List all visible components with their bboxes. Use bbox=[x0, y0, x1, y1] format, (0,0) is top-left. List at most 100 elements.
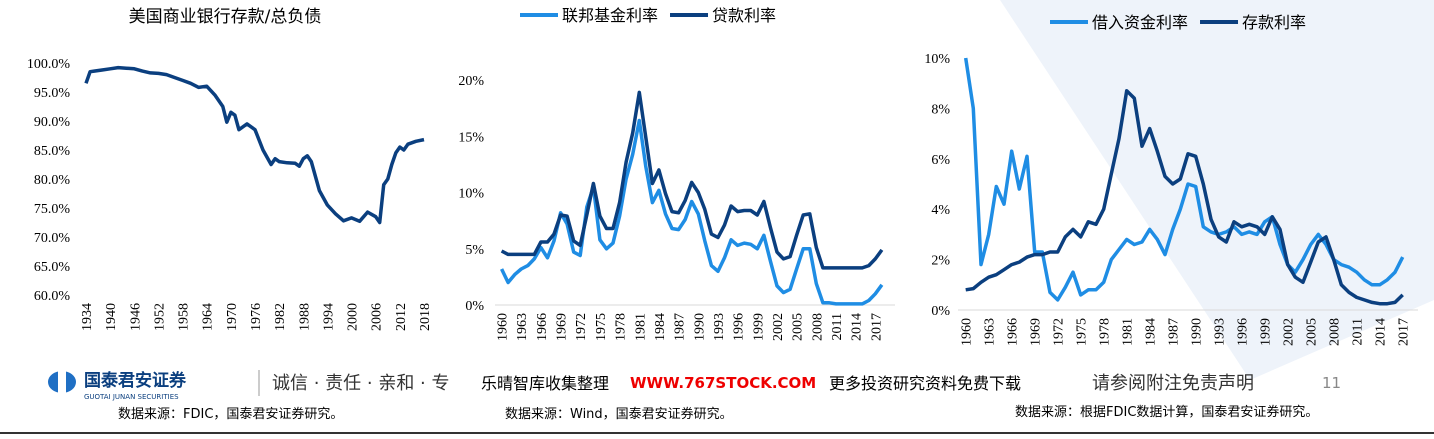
promo: 更多投资研究资料免费下载 bbox=[829, 374, 1021, 393]
y-tick-label: 8% bbox=[931, 102, 950, 117]
watermark-bg bbox=[478, 366, 1043, 398]
series-line bbox=[500, 118, 884, 306]
x-tick-label: 2017 bbox=[869, 313, 884, 341]
x-tick-label: 1969 bbox=[555, 313, 570, 341]
company-en: GUOTAI JUNAN SECURITIES bbox=[84, 393, 179, 401]
y-tick-label: 15% bbox=[458, 130, 484, 145]
x-tick-label: 1987 bbox=[673, 313, 688, 341]
x-tick-label: 1994 bbox=[321, 303, 336, 331]
x-tick-label: 1969 bbox=[1029, 318, 1044, 346]
x-tick-label: 1975 bbox=[594, 313, 609, 341]
x-tick-label: 1984 bbox=[1144, 318, 1159, 346]
bg-shape bbox=[1000, 0, 1434, 380]
x-tick-label: 2008 bbox=[810, 313, 825, 341]
x-tick-label: 1963 bbox=[515, 313, 530, 341]
series-line bbox=[500, 90, 884, 270]
source: 数据来源：FDIC，国泰君安证券研究。 bbox=[118, 406, 343, 422]
x-tick-label: 1972 bbox=[1052, 318, 1067, 346]
x-tick-label: 1960 bbox=[496, 313, 511, 341]
x-tick-label: 1966 bbox=[1006, 318, 1021, 346]
series-line bbox=[84, 65, 425, 225]
y-tick-label: 95.0% bbox=[34, 86, 71, 101]
x-tick-label: 2002 bbox=[771, 313, 786, 341]
y-tick-label: 4% bbox=[931, 203, 950, 218]
x-tick-label: 1966 bbox=[535, 313, 550, 341]
x-tick-label: 1934 bbox=[80, 303, 95, 331]
y-tick-label: 10% bbox=[458, 187, 484, 202]
x-tick-label: 1940 bbox=[104, 303, 119, 331]
source: 数据来源：Wind，国泰君安证券研究。 bbox=[505, 406, 733, 422]
y-tick-label: 85.0% bbox=[34, 144, 71, 159]
y-tick-label: 100.0% bbox=[27, 57, 71, 72]
x-tick-label: 2018 bbox=[418, 303, 433, 331]
y-tick-label: 75.0% bbox=[34, 202, 71, 217]
y-tick-label: 10% bbox=[924, 52, 950, 67]
x-tick-label: 2011 bbox=[830, 313, 845, 340]
x-tick-label: 1993 bbox=[712, 313, 727, 341]
y-tick-label: 2% bbox=[931, 254, 950, 269]
x-tick-label: 1978 bbox=[614, 313, 629, 341]
x-tick-label: 1996 bbox=[1236, 318, 1251, 346]
x-tick-label: 2000 bbox=[346, 303, 361, 331]
x-tick-label: 2011 bbox=[1351, 318, 1366, 345]
x-tick-label: 2005 bbox=[791, 313, 806, 341]
x-tick-label: 2012 bbox=[394, 303, 409, 331]
x-tick-label: 1981 bbox=[1121, 318, 1136, 346]
x-tick-label: 1988 bbox=[297, 303, 312, 331]
y-tick-label: 20% bbox=[458, 74, 484, 89]
x-tick-label: 1987 bbox=[1167, 318, 1182, 346]
x-tick-label: 1963 bbox=[983, 318, 998, 346]
logo-cut bbox=[58, 371, 66, 393]
source: 数据来源：根据FDIC数据计算，国泰君安证券研究。 bbox=[1015, 404, 1318, 420]
x-tick-label: 1964 bbox=[201, 303, 216, 331]
motto: 诚信 · 责任 · 亲和 · 专 bbox=[272, 373, 450, 394]
y-tick-label: 0% bbox=[931, 304, 950, 319]
x-tick-label: 2014 bbox=[850, 313, 865, 341]
company: 国泰君安证券 bbox=[84, 370, 187, 391]
y-tick-label: 80.0% bbox=[34, 173, 71, 188]
footer: 国泰君安证券 GUOTAI JUNAN SECURITIES 诚信 · 责任 ·… bbox=[0, 366, 1434, 434]
x-tick-label: 1958 bbox=[177, 303, 192, 331]
x-tick-label: 1996 bbox=[732, 313, 747, 341]
x-tick-label: 1976 bbox=[249, 303, 264, 331]
series-line bbox=[965, 89, 1404, 306]
x-tick-label: 1952 bbox=[152, 303, 167, 331]
x-tick-label: 1960 bbox=[960, 318, 975, 346]
x-tick-label: 1990 bbox=[692, 313, 707, 341]
url: WWW.767STOCK.COM bbox=[630, 374, 816, 392]
x-tick-label: 1993 bbox=[1213, 318, 1228, 346]
chart-title: 美国商业银行存款/总负债 bbox=[129, 7, 322, 27]
x-tick-label: 2008 bbox=[1328, 318, 1343, 346]
watermark: 乐晴智库收集整理 bbox=[481, 374, 609, 393]
x-tick-label: 2006 bbox=[370, 303, 385, 331]
x-tick-label: 1978 bbox=[1098, 318, 1113, 346]
y-tick-label: 65.0% bbox=[34, 260, 71, 275]
x-tick-label: 1946 bbox=[128, 303, 143, 331]
y-tick-label: 70.0% bbox=[34, 231, 71, 246]
x-tick-label: 1972 bbox=[574, 313, 589, 341]
x-tick-label: 1990 bbox=[1190, 318, 1205, 346]
legend-label: 借入资金利率 bbox=[1092, 13, 1188, 32]
page-number: 11 bbox=[1322, 374, 1341, 392]
x-tick-label: 2014 bbox=[1374, 318, 1389, 346]
x-tick-label: 2002 bbox=[1282, 318, 1297, 346]
x-tick-label: 1999 bbox=[751, 313, 766, 341]
y-tick-label: 90.0% bbox=[34, 115, 71, 130]
x-tick-label: 1970 bbox=[225, 303, 240, 331]
x-tick-label: 1982 bbox=[273, 303, 288, 331]
y-tick-label: 0% bbox=[465, 299, 484, 314]
y-tick-label: 6% bbox=[931, 153, 950, 168]
x-tick-label: 2005 bbox=[1305, 318, 1320, 346]
x-tick-label: 1981 bbox=[633, 313, 648, 341]
y-tick-label: 5% bbox=[465, 243, 484, 258]
legend-label: 联邦基金利率 bbox=[562, 6, 658, 25]
x-tick-label: 1975 bbox=[1075, 318, 1090, 346]
x-tick-label: 1984 bbox=[653, 313, 668, 341]
legend-label: 存款利率 bbox=[1242, 13, 1306, 32]
x-tick-label: 2017 bbox=[1397, 318, 1412, 346]
disclaimer: 请参阅附注免责声明 bbox=[1092, 373, 1254, 394]
x-tick-label: 1999 bbox=[1259, 318, 1274, 346]
y-tick-label: 60.0% bbox=[34, 289, 71, 304]
legend-label: 贷款利率 bbox=[712, 6, 776, 25]
